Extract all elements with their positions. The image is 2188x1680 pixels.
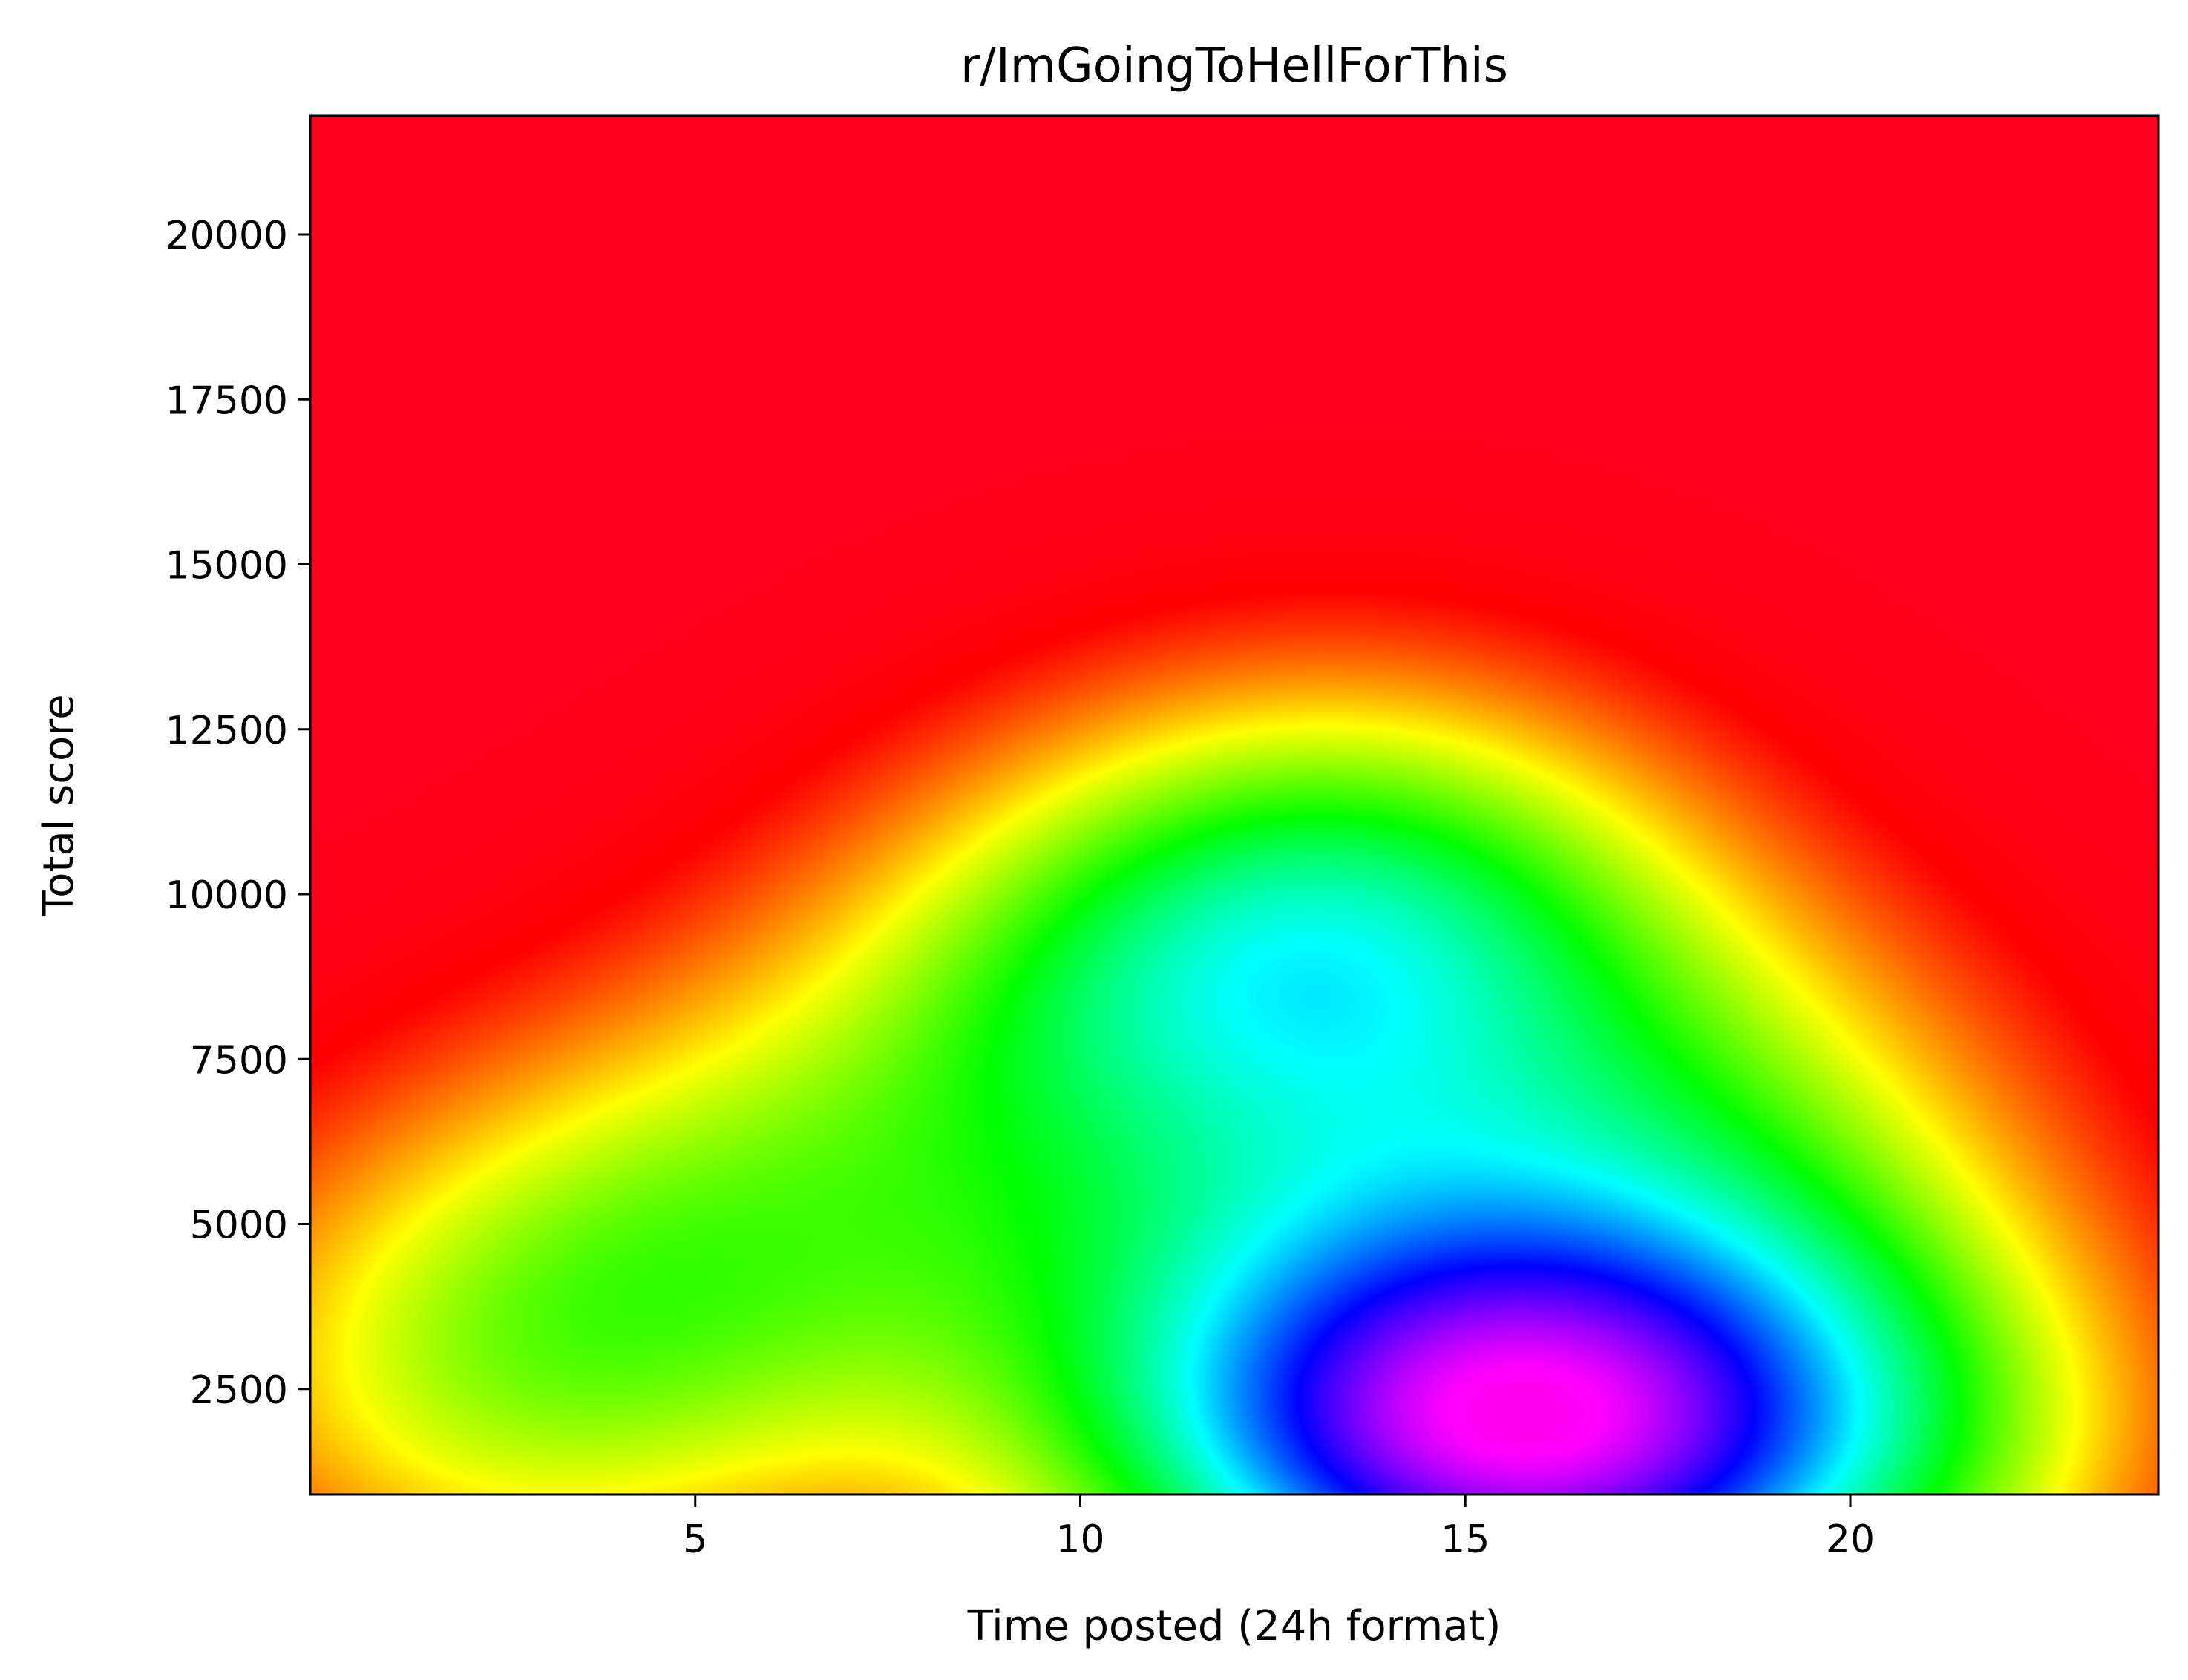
y-tick-label: 2500: [190, 1368, 288, 1413]
y-tick-label: 17500: [166, 378, 288, 423]
plot-frame: [309, 114, 2160, 1496]
y-tick-label: 12500: [166, 709, 288, 753]
y-axis-ticks: 2500 5000 7500 10000 12500 15000 17500 20000: [166, 214, 310, 1413]
density-heatmap: [310, 116, 2158, 1494]
y-tick-label: 7500: [190, 1038, 288, 1083]
x-tick-label: 20: [1826, 1517, 1875, 1562]
y-tick-label: 5000: [190, 1204, 288, 1248]
x-tick-label: 5: [683, 1517, 707, 1562]
y-axis-label: Total score: [35, 694, 83, 916]
y-tick-label: 20000: [166, 214, 288, 258]
chart-title: r/ImGoingToHellForThis: [960, 39, 1508, 93]
x-tick-label: 15: [1441, 1517, 1490, 1562]
x-axis-label: Time posted (24h format): [967, 1602, 1501, 1650]
y-tick-label: 10000: [166, 873, 288, 918]
x-tick-label: 10: [1055, 1517, 1104, 1562]
x-axis-ticks: 5 10 15 20: [683, 1494, 1875, 1562]
y-tick-label: 15000: [166, 544, 288, 588]
